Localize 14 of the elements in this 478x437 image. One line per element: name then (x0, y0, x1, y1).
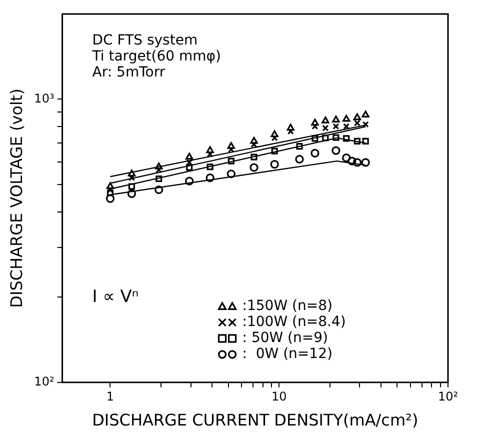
legend-label: : 0W (n=12) (242, 346, 332, 362)
y-tick-label: 10³ (34, 91, 54, 106)
annotation: Ar: 5mTorr (92, 64, 166, 81)
annotation: I ∝ Vⁿ (92, 286, 139, 307)
x-axis-title: DISCHARGE CURRENT DENSITY(mA/cm²) (92, 410, 418, 430)
x-tick-label: 10 (271, 390, 287, 404)
x-tick-label: 10² (438, 390, 458, 404)
annotation: Ti target(60 mmφ) (91, 48, 222, 65)
legend-label: :150W (n=8) (242, 298, 332, 314)
legend-label: : 50W (n=9) (242, 330, 328, 346)
x-tick-label: 1 (106, 390, 114, 404)
annotation: DC FTS system (92, 32, 198, 49)
legend-label: :100W (n=8.4) (242, 314, 346, 330)
y-axis-title: DISCHARGE VOLTAGE (volt) (6, 88, 26, 308)
